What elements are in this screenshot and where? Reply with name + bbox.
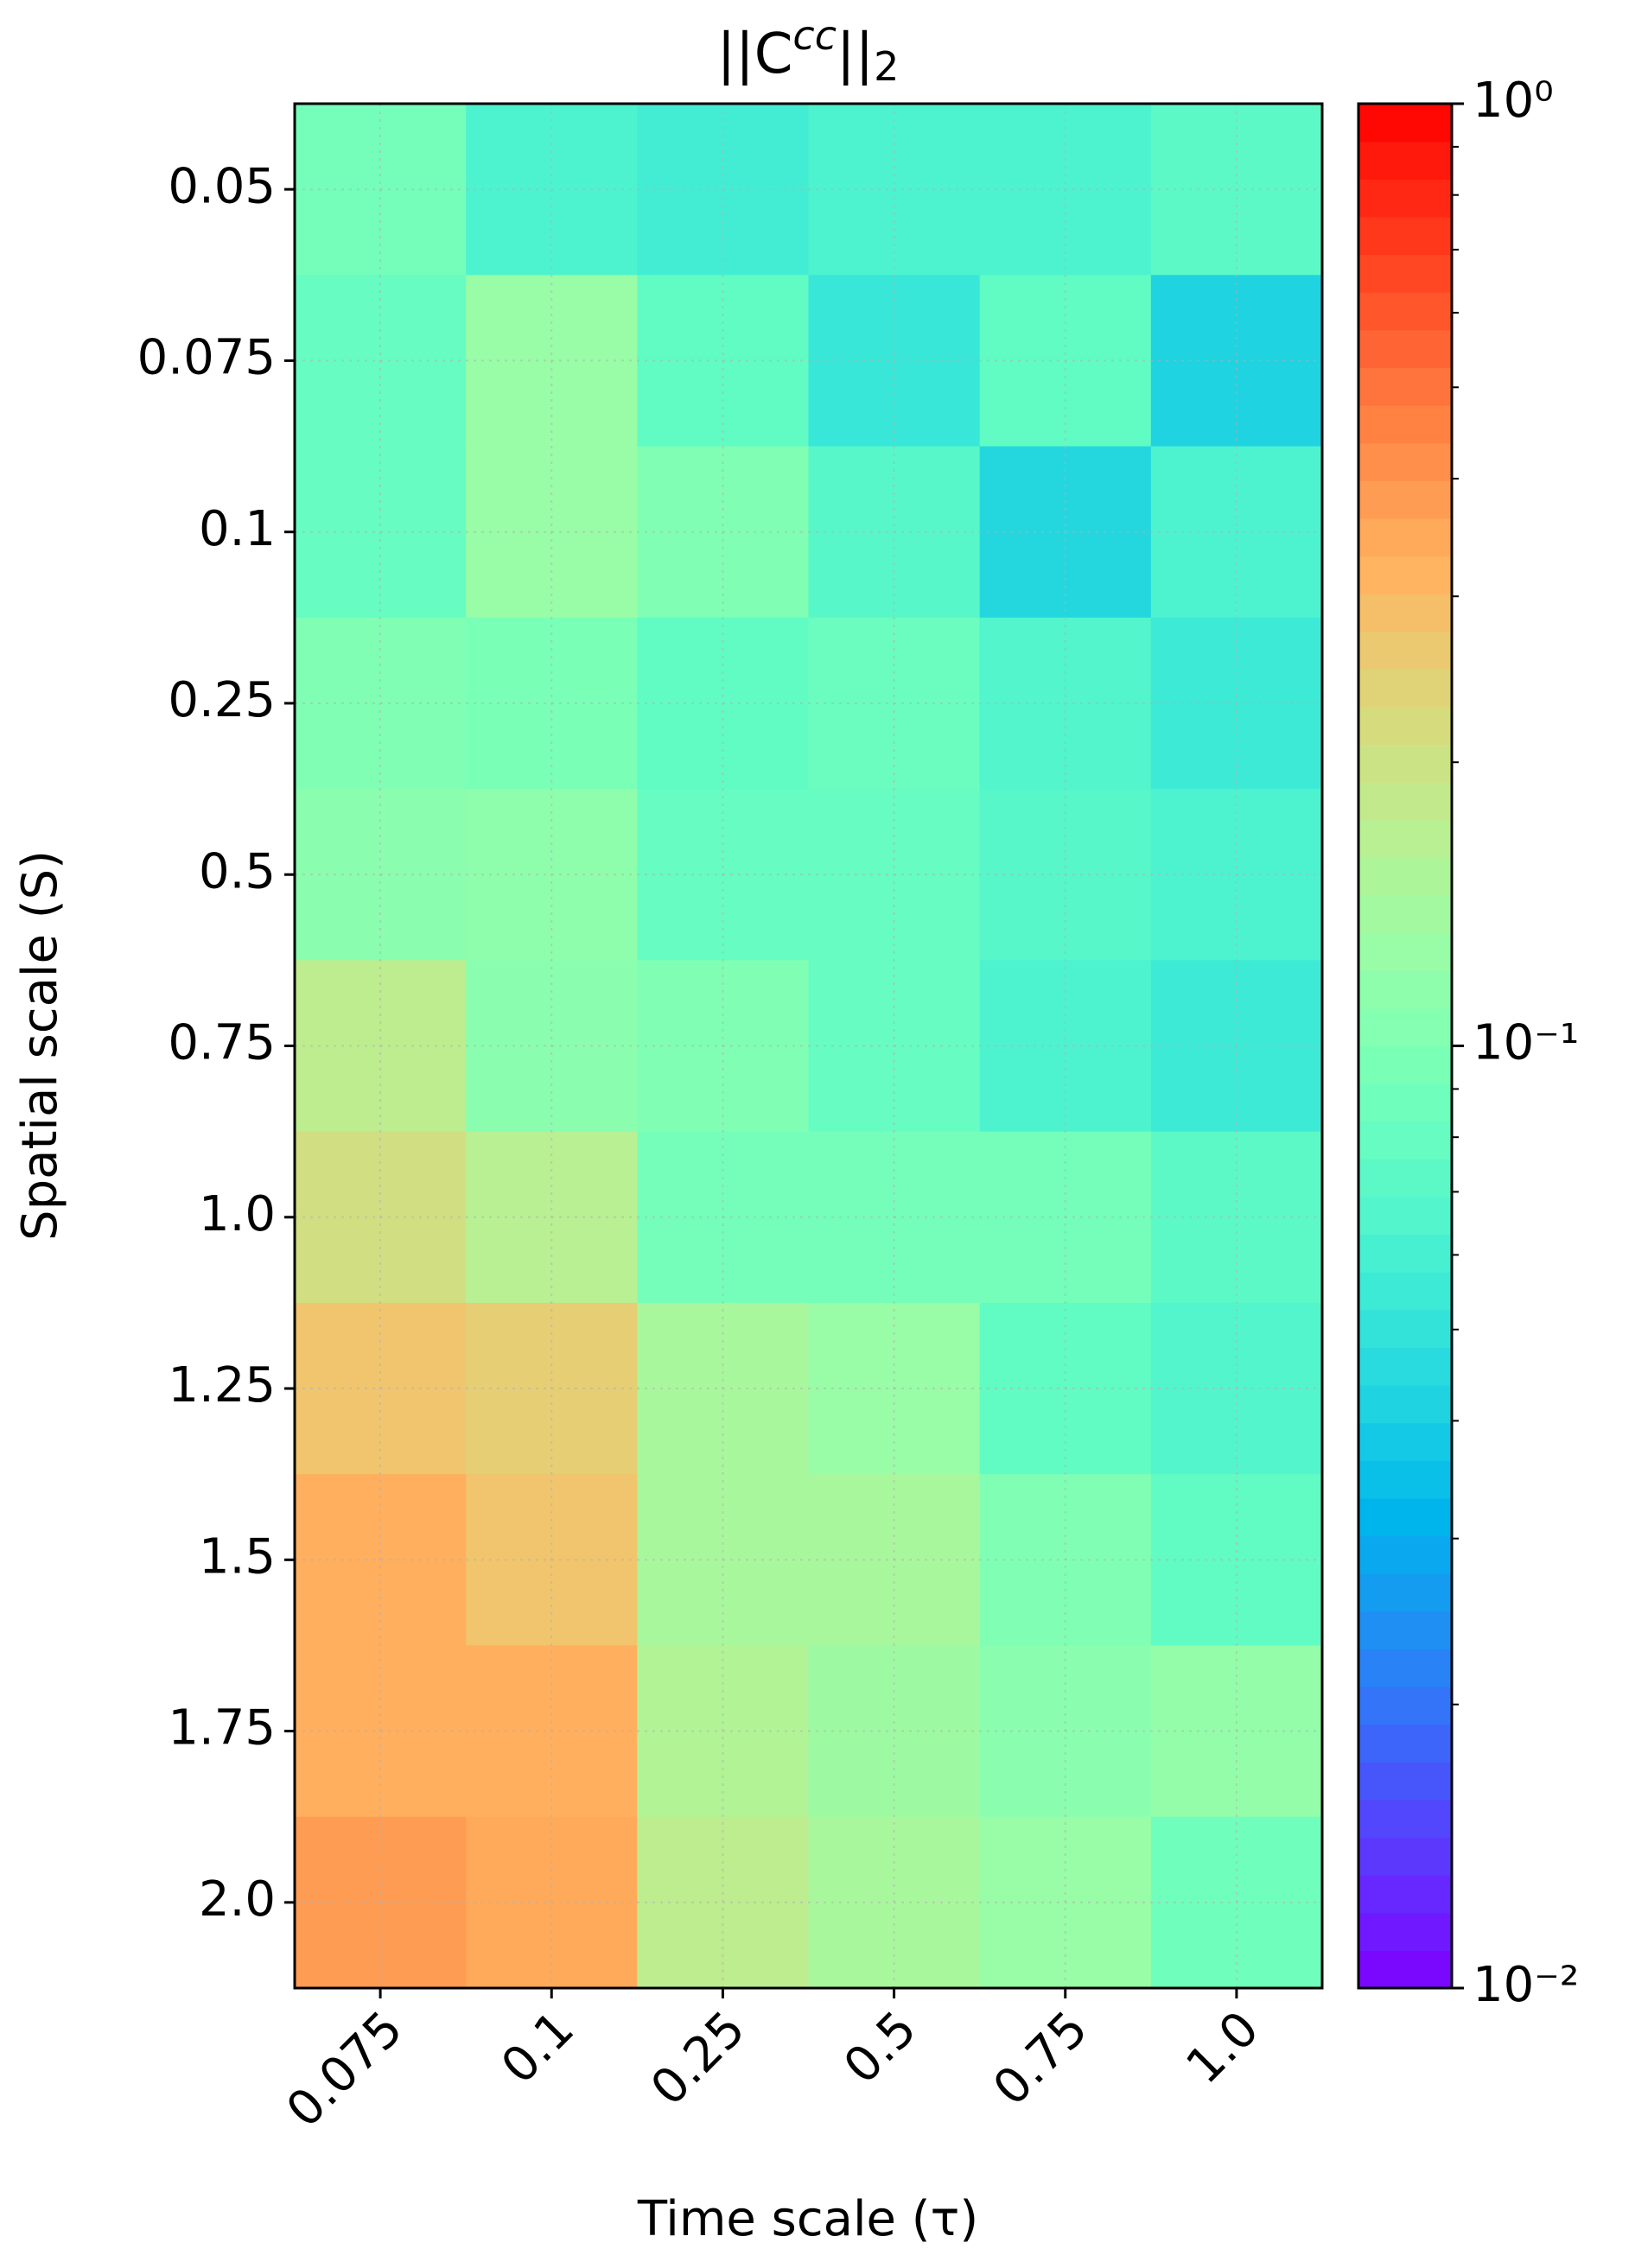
colorbar-band	[1358, 1649, 1452, 1687]
y-axis-label: Spatial scale (S)	[12, 850, 68, 1241]
y-tick-label: 0.25	[168, 672, 276, 728]
y-tick-label: 0.1	[199, 501, 276, 557]
colorbar-band	[1358, 329, 1452, 368]
colorbar-band	[1358, 1196, 1452, 1236]
colorbar-tick-label: 10⁻¹	[1473, 1015, 1579, 1071]
colorbar-band	[1358, 744, 1452, 783]
colorbar-band	[1358, 442, 1452, 481]
colorbar-band	[1358, 1573, 1452, 1612]
x-tick-label: 0.1	[491, 2001, 585, 2095]
y-tick-label: 1.75	[168, 1700, 276, 1757]
y-tick-label: 0.75	[168, 1015, 276, 1071]
colorbar-band	[1358, 1159, 1452, 1198]
title-sub: 2	[874, 43, 899, 90]
colorbar-band	[1358, 480, 1452, 519]
colorbar-band	[1358, 367, 1452, 406]
colorbar-band	[1358, 216, 1452, 256]
colorbar-band	[1358, 141, 1452, 180]
colorbar-band	[1358, 1121, 1452, 1159]
colorbar-band	[1358, 1385, 1452, 1424]
y-tick-label: 0.5	[199, 843, 276, 899]
colorbar-band	[1358, 1347, 1452, 1386]
colorbar-band	[1358, 1687, 1452, 1725]
colorbar-band	[1358, 1950, 1452, 1989]
colorbar-band	[1358, 1234, 1452, 1273]
y-tick-label: 2.0	[199, 1871, 276, 1928]
colorbar-band	[1358, 1083, 1452, 1122]
colorbar-band	[1358, 179, 1452, 218]
colorbar-band	[1358, 1912, 1452, 1951]
colorbar-band	[1358, 669, 1452, 708]
colorbar-band	[1358, 594, 1452, 632]
colorbar-band	[1358, 970, 1452, 1009]
colorbar-band	[1358, 1497, 1452, 1537]
colorbar-band	[1358, 1007, 1452, 1047]
y-tick-label: 0.05	[168, 158, 276, 214]
y-tick-label: 0.075	[137, 330, 276, 386]
colorbar-band	[1358, 1762, 1452, 1801]
x-tick-label: 0.075	[276, 2001, 413, 2138]
colorbar-band	[1358, 104, 1452, 143]
colorbar-band	[1358, 857, 1452, 896]
colorbar-band	[1358, 556, 1452, 594]
title-after: ||	[837, 22, 874, 86]
colorbar-band	[1358, 782, 1452, 821]
title-base: ||C	[717, 22, 793, 86]
colorbar-band	[1358, 932, 1452, 971]
x-tick-label: 0.5	[833, 2001, 927, 2095]
colorbar-band	[1358, 254, 1452, 293]
colorbar-band	[1358, 1422, 1452, 1461]
colorbar-tick-label: 10⁻²	[1473, 1957, 1579, 2013]
colorbar-band	[1358, 895, 1452, 934]
x-axis-label: Time scale (τ)	[637, 2191, 978, 2247]
colorbar-band	[1358, 292, 1452, 331]
colorbar-band	[1358, 1309, 1452, 1349]
y-tick-label: 1.25	[168, 1357, 276, 1414]
colorbar-band	[1358, 1799, 1452, 1839]
colorbar-band	[1358, 1837, 1452, 1876]
colorbar-band	[1358, 1610, 1452, 1650]
x-tick-label: 0.25	[640, 2001, 756, 2117]
colorbar-band	[1358, 706, 1452, 746]
colorbar-band	[1358, 1875, 1452, 1914]
colorbar-band	[1358, 1535, 1452, 1574]
y-tick-label: 1.0	[199, 1186, 276, 1242]
chart-title: ||Ccc||2	[717, 12, 900, 90]
x-tick-label: 0.75	[983, 2001, 1098, 2117]
colorbar-band	[1358, 1460, 1452, 1499]
colorbar-band	[1358, 1724, 1452, 1763]
colorbar-band	[1358, 404, 1452, 444]
colorbar-tick-label: 10⁰	[1473, 73, 1554, 129]
colorbar-band	[1358, 1045, 1452, 1084]
colorbar-band	[1358, 819, 1452, 858]
colorbar-band	[1358, 1272, 1452, 1311]
title-sup: cc	[792, 12, 837, 59]
x-tick-label: 1.0	[1176, 2001, 1270, 2095]
colorbar-band	[1358, 631, 1452, 670]
y-tick-label: 1.5	[199, 1528, 276, 1585]
colorbar-band	[1358, 518, 1452, 557]
